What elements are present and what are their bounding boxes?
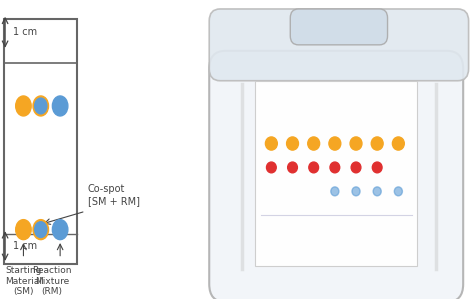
FancyBboxPatch shape [4, 19, 77, 264]
Circle shape [352, 187, 360, 196]
Circle shape [16, 220, 31, 239]
Circle shape [394, 187, 402, 196]
Circle shape [371, 137, 383, 150]
Circle shape [308, 137, 319, 150]
Text: Co-spot
[SM + RM]: Co-spot [SM + RM] [88, 184, 140, 206]
Circle shape [16, 96, 31, 116]
Circle shape [329, 137, 341, 150]
Circle shape [53, 220, 68, 239]
FancyBboxPatch shape [209, 9, 469, 81]
Circle shape [287, 137, 299, 150]
Circle shape [33, 96, 48, 116]
Circle shape [266, 162, 276, 173]
Circle shape [372, 162, 382, 173]
Circle shape [288, 162, 297, 173]
Circle shape [33, 220, 48, 239]
Circle shape [309, 162, 319, 173]
Circle shape [351, 162, 361, 173]
Circle shape [392, 137, 404, 150]
Circle shape [331, 187, 339, 196]
Text: Starting
Material
(SM): Starting Material (SM) [5, 266, 42, 296]
Text: 1 cm: 1 cm [13, 241, 37, 251]
Circle shape [53, 96, 68, 116]
Text: 1 cm: 1 cm [13, 27, 37, 37]
Text: Reaction
Mixture
(RM): Reaction Mixture (RM) [32, 266, 72, 296]
Circle shape [35, 98, 47, 114]
FancyBboxPatch shape [255, 81, 417, 266]
FancyBboxPatch shape [209, 51, 463, 299]
Circle shape [265, 137, 277, 150]
FancyBboxPatch shape [290, 9, 388, 45]
Circle shape [35, 222, 47, 237]
Circle shape [350, 137, 362, 150]
Circle shape [330, 162, 340, 173]
Circle shape [373, 187, 381, 196]
